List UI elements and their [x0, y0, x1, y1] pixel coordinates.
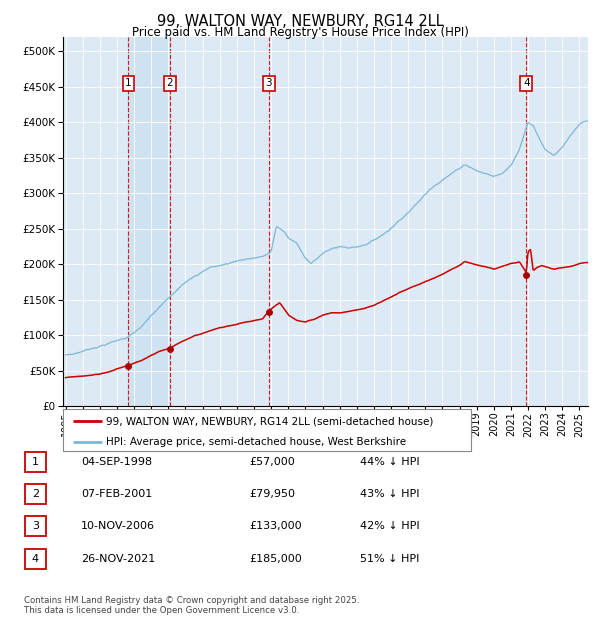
Text: 44% ↓ HPI: 44% ↓ HPI	[360, 457, 419, 467]
Text: 1: 1	[32, 457, 39, 467]
Text: Price paid vs. HM Land Registry's House Price Index (HPI): Price paid vs. HM Land Registry's House …	[131, 26, 469, 39]
Text: 4: 4	[32, 554, 39, 564]
Text: £79,950: £79,950	[249, 489, 295, 499]
Text: 99, WALTON WAY, NEWBURY, RG14 2LL: 99, WALTON WAY, NEWBURY, RG14 2LL	[157, 14, 443, 29]
Text: 1: 1	[125, 78, 132, 88]
Text: HPI: Average price, semi-detached house, West Berkshire: HPI: Average price, semi-detached house,…	[106, 437, 406, 447]
Text: 42% ↓ HPI: 42% ↓ HPI	[360, 521, 419, 531]
Text: £133,000: £133,000	[249, 521, 302, 531]
Text: 07-FEB-2001: 07-FEB-2001	[81, 489, 152, 499]
Text: 2: 2	[167, 78, 173, 88]
Text: £57,000: £57,000	[249, 457, 295, 467]
Text: 3: 3	[32, 521, 39, 531]
Text: £185,000: £185,000	[249, 554, 302, 564]
Text: 99, WALTON WAY, NEWBURY, RG14 2LL (semi-detached house): 99, WALTON WAY, NEWBURY, RG14 2LL (semi-…	[106, 416, 433, 426]
Text: 10-NOV-2006: 10-NOV-2006	[81, 521, 155, 531]
Text: Contains HM Land Registry data © Crown copyright and database right 2025.
This d: Contains HM Land Registry data © Crown c…	[24, 596, 359, 615]
Text: 51% ↓ HPI: 51% ↓ HPI	[360, 554, 419, 564]
Text: 04-SEP-1998: 04-SEP-1998	[81, 457, 152, 467]
Text: 3: 3	[265, 78, 272, 88]
Text: 26-NOV-2021: 26-NOV-2021	[81, 554, 155, 564]
Bar	[128, 37, 170, 406]
Text: 4: 4	[523, 78, 530, 88]
Text: 2: 2	[32, 489, 39, 499]
Text: 43% ↓ HPI: 43% ↓ HPI	[360, 489, 419, 499]
